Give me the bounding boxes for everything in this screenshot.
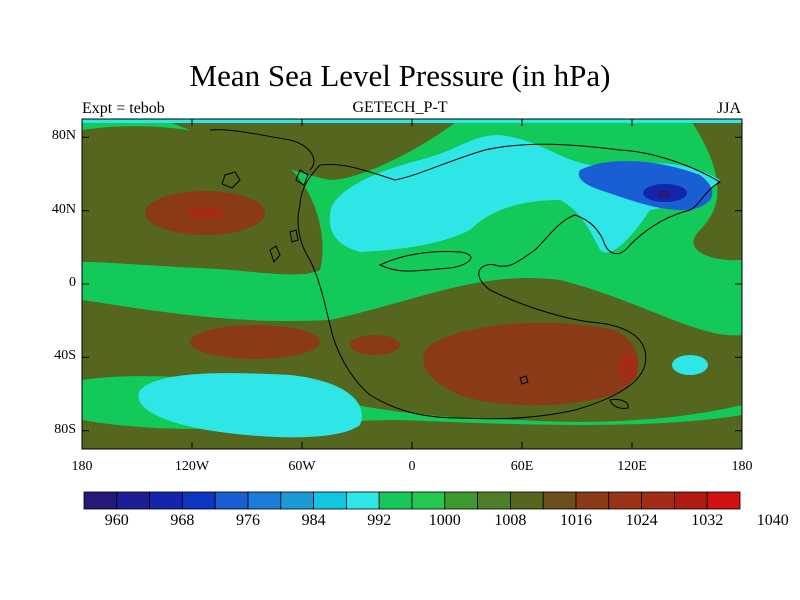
field-north-pacific-max — [187, 207, 223, 219]
field-southern-pacific-low — [138, 373, 362, 438]
coastline-islands-southeast — [519, 375, 629, 409]
contour-fields — [82, 119, 742, 449]
x-tick-label: 60E — [510, 459, 534, 474]
field-antarctic-high — [82, 415, 742, 449]
colorbar — [83, 491, 741, 510]
colorbar-swatch — [149, 491, 183, 510]
colorbar-swatch — [575, 491, 610, 510]
colorbar-tick-label: 984 — [301, 512, 326, 529]
colorbar-swatch — [83, 491, 118, 510]
x-tick-label: 60W — [288, 459, 316, 474]
colorbar-tick-label: 976 — [236, 512, 260, 529]
coastline-east-landmass — [297, 143, 722, 420]
x-tick-label: 120W — [174, 459, 210, 474]
colorbar-swatch — [641, 491, 675, 510]
colorbar-swatch — [608, 491, 642, 510]
colorbar-swatch — [247, 491, 282, 510]
colorbar-swatch — [214, 491, 249, 510]
colorbar-swatch — [116, 491, 151, 510]
chart-title: Mean Sea Level Pressure (in hPa) — [189, 58, 611, 93]
coastline-north-islands — [209, 129, 315, 189]
colorbar-tick-label: 1032 — [691, 512, 724, 529]
field-south-atlantic-core — [423, 322, 639, 406]
colorbar-swatch — [345, 491, 380, 510]
colorbar-swatch — [280, 491, 314, 510]
coastlines — [209, 129, 722, 420]
x-tick-label: 180 — [731, 459, 753, 474]
experiment-label: Expt = tebob — [82, 100, 165, 117]
y-tick-label: 80S — [54, 421, 76, 437]
coastline-islands-west — [269, 229, 299, 263]
colorbar-swatch — [313, 491, 347, 510]
y-tick-label: 40N — [51, 201, 76, 217]
season-label: JJA — [716, 100, 741, 117]
coastline-inner-sea — [378, 251, 472, 272]
colorbar-swatch — [477, 491, 511, 510]
x-tick-label: 180 — [71, 459, 93, 474]
colorbar-tick-label: 968 — [170, 512, 195, 529]
colorbar-tick-label: 1000 — [428, 512, 461, 529]
field-low-center — [657, 190, 671, 198]
field-eurasia-high-east — [690, 119, 742, 261]
colorbar-tick-label: 960 — [104, 512, 129, 529]
colorbar-swatch — [181, 491, 216, 510]
colorbar-swatch — [411, 491, 446, 510]
colorbar-swatch — [674, 491, 708, 510]
colorbar-tick-label: 1016 — [560, 512, 592, 529]
colorbar-swatch — [378, 491, 413, 510]
field-south-pacific-core — [190, 325, 320, 359]
field-south-atlantic-max — [618, 354, 638, 382]
colorbar-swatch — [706, 491, 741, 510]
axis-ticks — [81, 119, 743, 449]
y-tick-label: 80N — [51, 128, 76, 144]
y-tick-label: 40S — [54, 348, 76, 364]
colorbar-tick-label: 992 — [367, 512, 392, 529]
y-tick-label: 0 — [69, 275, 76, 290]
colorbar-tick-label: 1008 — [494, 512, 527, 529]
colorbar-tick-label: 1040 — [756, 512, 789, 529]
colorbar-swatch — [542, 491, 577, 510]
colorbar-swatch — [444, 491, 478, 510]
chart-subtitle: GETECH_P-T — [352, 99, 448, 116]
field-north-polar-high — [160, 119, 460, 180]
x-tick-label: 120E — [617, 459, 647, 474]
colorbar-swatch — [509, 491, 544, 510]
field-mid-core — [350, 335, 400, 355]
field-south-indian-low — [672, 355, 708, 375]
x-tick-label: 0 — [408, 459, 416, 474]
colorbar-tick-label: 1024 — [625, 512, 658, 529]
